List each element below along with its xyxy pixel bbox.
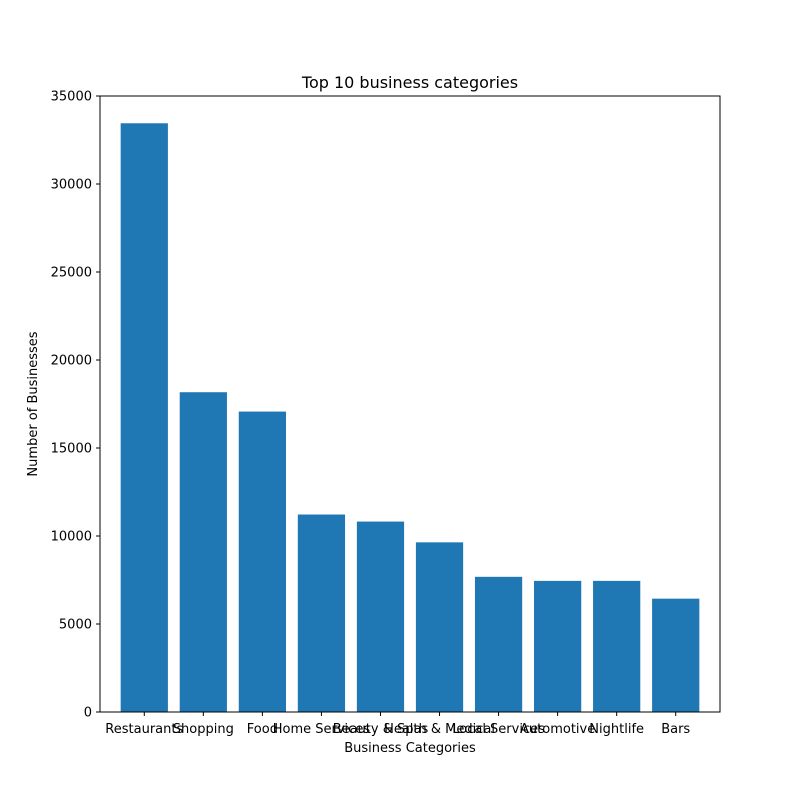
bar-shopping: [179, 392, 227, 712]
x-tick-label: Food: [247, 722, 278, 737]
x-tick-label: Beauty & Spas: [333, 722, 429, 737]
bar-restaurants: [120, 123, 168, 712]
bars-group: [120, 123, 700, 712]
x-tick-label: Shopping: [173, 722, 234, 737]
y-tick-label: 5000: [59, 618, 92, 633]
y-tick-label: 30000: [51, 178, 92, 193]
bar-beauty-spas: [356, 521, 405, 712]
bar-automotive: [534, 580, 582, 712]
x-tick-label: Restaurants: [105, 722, 183, 737]
x-tick-label: Home Services: [273, 722, 371, 737]
y-axis: 0 5000 10000 15000 20000 25000 30000 35000: [51, 90, 100, 721]
x-tick-label: Health & Medical: [384, 722, 495, 737]
chart-title: Top 10 business categories: [301, 73, 518, 92]
x-tick-label: Local Services: [452, 722, 545, 737]
plot-frame: [99, 95, 721, 713]
bar-bars: [652, 598, 700, 712]
y-tick-label: 0: [84, 706, 92, 721]
x-tick-label: Bars: [661, 722, 690, 737]
y-tick-label: 35000: [51, 90, 92, 105]
y-axis-title: Number of Businesses: [26, 331, 41, 476]
x-axis-title: Business Categories: [344, 741, 476, 756]
bar-home-services: [297, 514, 346, 712]
bar-local-services: [474, 576, 523, 712]
x-tick-label: Nightlife: [589, 722, 644, 737]
bar-nightlife: [593, 580, 641, 712]
bar-health-medical: [415, 542, 464, 712]
y-tick-label: 20000: [51, 354, 92, 369]
y-tick-label: 25000: [51, 266, 92, 281]
bar-food: [238, 411, 286, 712]
x-tick-label: Automotive: [520, 722, 595, 737]
y-tick-label: 10000: [51, 530, 92, 545]
y-tick-label: 15000: [51, 442, 92, 457]
